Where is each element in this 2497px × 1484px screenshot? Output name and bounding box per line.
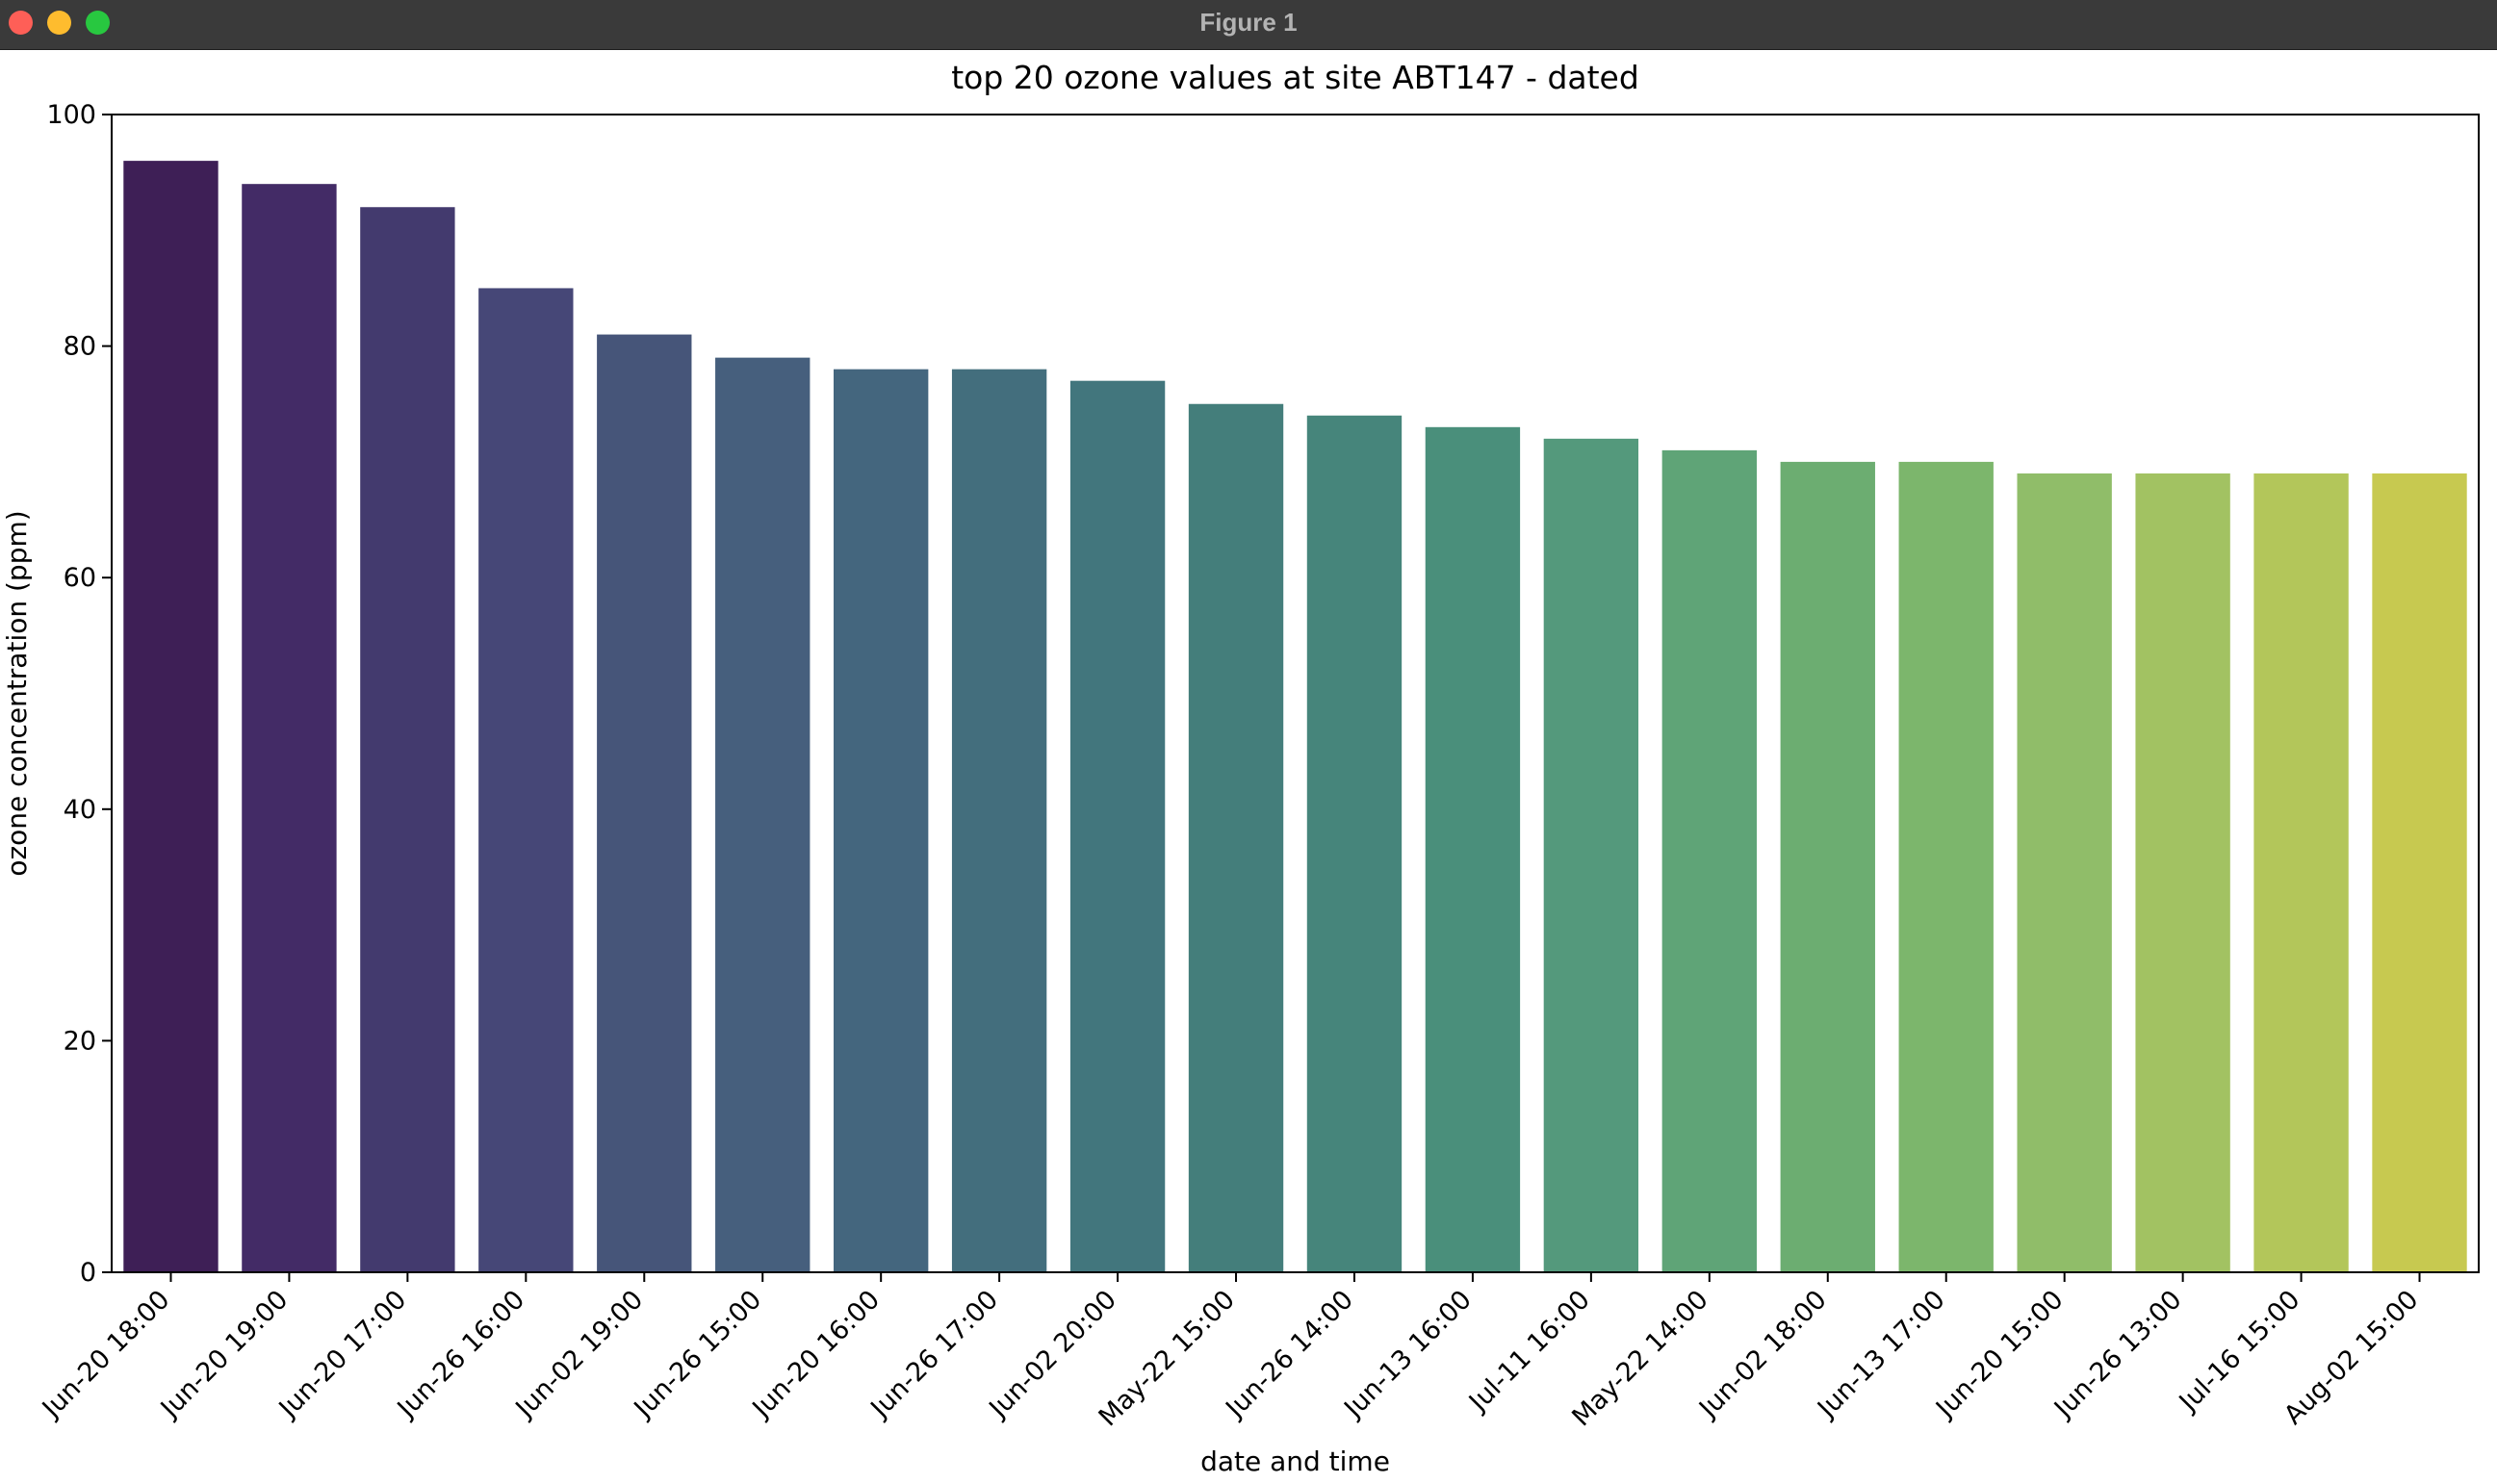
minimize-window-button[interactable]	[47, 11, 71, 35]
bar	[1069, 380, 1166, 1272]
bar	[123, 161, 219, 1272]
y-axis: 0 20 40 60 80 100	[46, 100, 112, 1288]
bar	[1425, 426, 1521, 1272]
bar	[242, 184, 337, 1273]
y-tick-label: 80	[64, 332, 96, 362]
chart-title: top 20 ozone values at site ABT147 - dat…	[951, 59, 1639, 96]
x-tick-label: Jul-16 15:00	[2173, 1285, 2306, 1419]
bar	[2253, 473, 2349, 1272]
close-window-button[interactable]	[9, 11, 33, 35]
y-tick-label: 100	[46, 100, 96, 130]
bar	[1306, 415, 1403, 1272]
y-tick-label: 20	[64, 1026, 96, 1056]
x-tick-label: Jun-20 18:00	[36, 1285, 175, 1424]
bar-chart: top 20 ozone values at site ABT147 - dat…	[1, 59, 2480, 1477]
y-axis-label: ozone concentration (ppm)	[1, 510, 33, 876]
x-axis-label: date and time	[1200, 1446, 1390, 1477]
bar	[1780, 461, 1875, 1272]
y-tick-label: 0	[80, 1258, 96, 1288]
zoom-window-button[interactable]	[86, 11, 110, 35]
title-bar[interactable]: Figure 1	[0, 0, 2497, 50]
bar	[2017, 473, 2112, 1272]
plot-frame	[111, 114, 2480, 1273]
bar	[1661, 449, 1758, 1272]
bar	[951, 369, 1047, 1272]
figure-canvas: top 20 ozone values at site ABT147 - dat…	[0, 50, 2497, 1484]
bar	[1543, 438, 1639, 1273]
bar	[2135, 473, 2230, 1272]
bar	[833, 369, 929, 1272]
bar	[597, 334, 692, 1272]
window-title: Figure 1	[1199, 8, 1298, 37]
y-tick-label: 40	[64, 795, 96, 825]
bar	[360, 207, 455, 1273]
y-tick-label: 60	[64, 563, 96, 593]
bar	[478, 288, 574, 1272]
bars-group	[123, 161, 2467, 1273]
bar	[1188, 403, 1284, 1272]
bar	[1898, 461, 1994, 1272]
bar	[2372, 473, 2467, 1272]
x-tick-label: Jul-11 16:00	[1462, 1285, 1596, 1419]
bar	[715, 357, 811, 1272]
